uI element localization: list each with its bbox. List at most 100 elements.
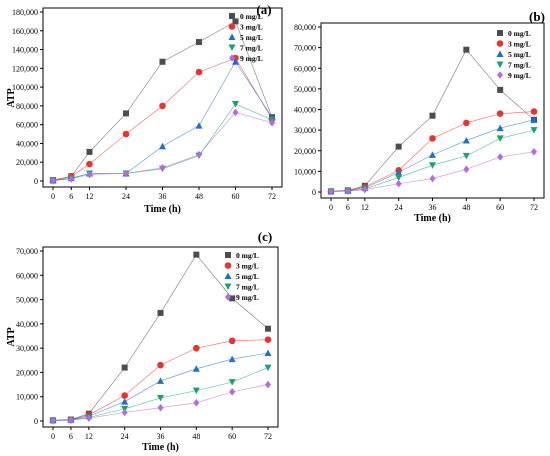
legend-marker <box>228 33 236 40</box>
data-point <box>50 416 56 425</box>
series-line <box>52 367 269 421</box>
legend: 0 mg/L 3 mg/L5 mg/L 7 mg/L9 mg/L <box>228 12 263 63</box>
legend-marker <box>229 54 235 62</box>
data-point <box>123 110 129 117</box>
legend-label: 7 mg/L <box>240 44 263 53</box>
x-tick-label: 36 <box>157 432 165 441</box>
data-point <box>463 119 470 127</box>
x-tick-label: 48 <box>192 432 200 441</box>
data-point <box>429 151 436 158</box>
series <box>49 349 272 424</box>
data-point <box>344 187 351 195</box>
legend-label: 5 mg/L <box>508 50 531 59</box>
legend-label: 9 mg/L <box>508 71 531 80</box>
data-point <box>159 102 166 110</box>
series <box>327 116 538 195</box>
data-point <box>195 68 203 76</box>
data-point <box>121 392 128 399</box>
legend: 0 mg/L 3 mg/L5 mg/L 7 mg/L9 mg/L <box>224 251 259 302</box>
data-point <box>159 58 166 65</box>
legend-label: 5 mg/L <box>240 33 263 42</box>
y-tick-label: 40,000 <box>16 139 38 148</box>
data-point <box>232 54 239 62</box>
data-point <box>264 364 272 372</box>
legend-marker <box>224 272 232 279</box>
panel-label: (c) <box>258 229 272 244</box>
y-tick-label: 30,000 <box>294 126 316 135</box>
y-tick-label: 20,000 <box>16 158 38 167</box>
series-line <box>330 119 535 192</box>
data-point <box>157 394 164 402</box>
data-point <box>229 388 236 396</box>
y-tick-label: 0 <box>34 177 38 186</box>
y-tick-label: 10,000 <box>294 167 316 176</box>
y-tick-label: 80,000 <box>294 23 316 32</box>
data-point <box>228 337 236 345</box>
data-point <box>361 185 368 194</box>
y-tick-label: 20,000 <box>16 368 38 377</box>
legend-label: 7 mg/L <box>236 283 259 292</box>
legend-label: 0 mg/L <box>240 12 263 21</box>
data-point <box>193 344 200 352</box>
x-tick-label: 48 <box>195 192 203 201</box>
data-point <box>232 101 239 108</box>
data-point <box>429 112 436 119</box>
legend-marker <box>224 262 232 269</box>
legend: 0 mg/L 3 mg/L5 mg/L 7 mg/L9 mg/L <box>496 29 531 80</box>
legend-marker <box>228 23 236 30</box>
legend-label: 3 mg/L <box>508 40 531 49</box>
data-point <box>328 187 334 196</box>
data-point <box>429 135 436 142</box>
data-point <box>462 136 470 144</box>
data-point <box>496 135 504 142</box>
data-point <box>269 118 275 127</box>
x-tick-label: 36 <box>159 192 167 201</box>
data-point <box>157 361 164 369</box>
data-point <box>265 325 271 332</box>
y-tick-label: 20,000 <box>294 147 316 156</box>
x-tick-label: 60 <box>228 432 236 441</box>
data-point <box>192 387 200 395</box>
y-tick-label: 10,000 <box>16 393 38 402</box>
data-point <box>228 355 236 363</box>
data-point <box>159 164 166 172</box>
series <box>49 364 272 425</box>
x-tick-label: 60 <box>496 203 504 212</box>
x-tick-label: 48 <box>462 203 470 212</box>
chart-panel: 0 10,000 20,000 30,000 40,000 50,000 60,000 70,… <box>294 9 545 224</box>
data-point <box>86 170 93 179</box>
y-tick-label: 40,000 <box>294 106 316 115</box>
x-tick-label: 0 <box>51 192 55 201</box>
data-point <box>232 58 239 65</box>
data-point <box>157 377 164 384</box>
chart-panel: 0 10,000 20,000 30,000 40,000 50,000 60,000 70,… <box>6 229 279 453</box>
data-point <box>232 108 239 117</box>
series <box>328 46 537 195</box>
series-line <box>52 61 273 181</box>
legend-marker <box>224 283 232 290</box>
y-tick-label: 160,000 <box>12 27 38 36</box>
data-point <box>429 174 436 183</box>
data-point <box>395 179 402 188</box>
x-tick-label: 72 <box>268 192 276 201</box>
y-tick-label: 40,000 <box>16 320 38 329</box>
series-line <box>52 103 273 181</box>
data-point <box>196 150 202 159</box>
data-point <box>67 416 74 425</box>
y-tick-label: 100,000 <box>12 83 38 92</box>
data-point <box>122 130 130 138</box>
legend-label: 9 mg/L <box>236 293 259 302</box>
x-tick-label: 24 <box>122 192 130 201</box>
chart-panel: 0 20,000 40,000 60,000 80,000 100,000 120,000 1… <box>6 2 283 215</box>
data-point <box>530 108 538 115</box>
legend-marker <box>497 30 503 36</box>
x-tick-label: 72 <box>530 203 538 212</box>
data-point <box>85 414 92 422</box>
legend-marker <box>496 40 504 47</box>
data-point <box>497 86 504 93</box>
data-point <box>264 336 272 343</box>
data-point <box>530 116 538 123</box>
y-tick-label: 70,000 <box>16 247 38 256</box>
x-axis-label: Time (h) <box>414 213 451 224</box>
data-point <box>395 174 403 182</box>
